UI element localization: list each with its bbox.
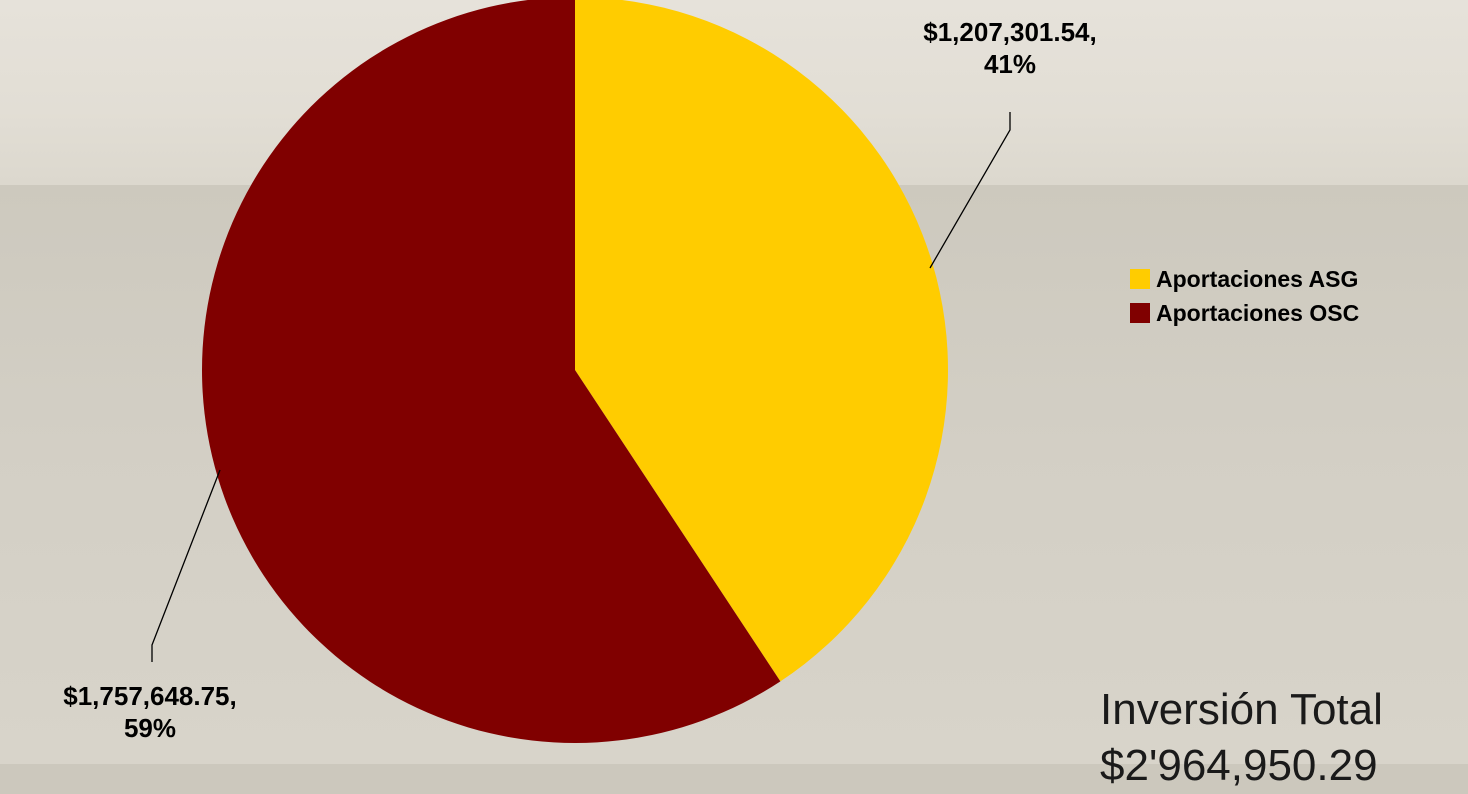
data-label-asg-percent: 41% [983,49,1037,79]
legend-swatch-asg [1130,269,1150,289]
chart-legend: Aportaciones ASG Aportaciones OSC [1130,262,1359,330]
legend-label-osc: Aportaciones OSC [1156,299,1360,326]
leader-line-osc [151,469,221,662]
legend-label-asg: Aportaciones ASG [1156,265,1359,292]
legend-item-asg: Aportaciones ASG [1130,262,1359,296]
legend-swatch-osc [1130,303,1150,323]
total-investment-amount: $2'964,950.29 [1100,741,1378,790]
data-label-osc-percent: 59% [123,713,177,743]
data-label-osc-value: $1,757,648.75, [63,681,237,711]
total-investment-label: Inversión Total [1100,685,1383,734]
pie-slice-aportaciones-asg [575,0,948,682]
legend-item-osc: Aportaciones OSC [1130,296,1359,330]
data-label-aportaciones-osc: $1,757,648.75, 59% [0,680,300,744]
data-label-aportaciones-asg: $1,207,301.54, 41% [860,16,1160,80]
total-investment: Inversión Total $2'964,950.29 [1100,682,1468,794]
pie-chart [151,0,1011,743]
pie-slice-aportaciones-osc [202,0,781,743]
leader-line-asg [929,112,1011,269]
data-label-asg-value: $1,207,301.54, [923,17,1097,47]
